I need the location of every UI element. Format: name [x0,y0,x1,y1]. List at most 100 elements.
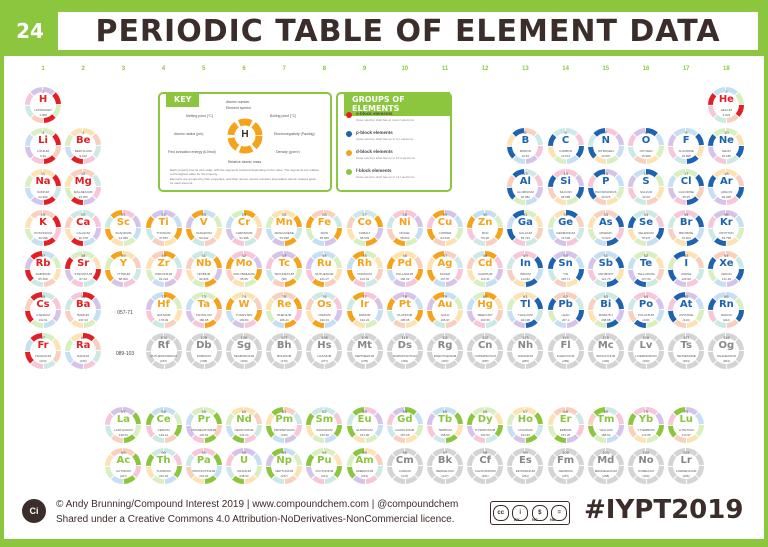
element-tile[interactable]: 60 Nd NEODYMIUM 144.24 [225,406,263,444]
element-tile[interactable]: 62 Sm SAMARIUM 150.36 [305,406,343,444]
element-tile[interactable]: 15 P PHOSPHORUS 30.974 [587,168,625,206]
element-tile[interactable]: 69 Tm THULIUM 168.93 [587,406,625,444]
element-tile[interactable]: 101 Md MENDELEVIUM (258) [587,447,625,485]
element-tile[interactable]: 89 Ac ACTINIUM (227) [104,447,142,485]
element-tile[interactable]: 73 Ta TANTALUM 180.95 [185,291,223,329]
element-tile[interactable]: 13 Al ALUMINIUM 26.982 [506,168,544,206]
element-tile[interactable]: 11 Na SODIUM 22.990 [24,168,62,206]
element-tile[interactable]: 74 W TUNGSTEN 183.84 [225,291,263,329]
element-tile[interactable]: 64 Gd GADOLINIUM 157.25 [386,406,424,444]
element-tile[interactable]: 88 Ra RADIUM (226) [64,332,102,370]
element-tile[interactable]: 35 Br BROMINE 79.904 [667,209,705,247]
element-tile[interactable]: 96 Cm CURIUM (247) [386,447,424,485]
element-tile[interactable]: 6 C CARBON 12.011 [547,127,585,165]
element-tile[interactable]: 7 N NITROGEN 14.007 [587,127,625,165]
element-tile[interactable]: 85 At ASTATINE (210) [667,291,705,329]
element-tile[interactable]: 34 Se SELENIUM 78.971 [627,209,665,247]
element-tile[interactable]: 51 Sb ANTIMONY 121.76 [587,250,625,288]
element-tile[interactable]: 55 Cs CAESIUM 132.91 [24,291,62,329]
element-tile[interactable]: 77 Ir IRIDIUM 192.22 [346,291,384,329]
element-tile[interactable]: 2 He HELIUM 4.003 [707,86,745,124]
element-tile[interactable]: 65 Tb TERBIUM 158.93 [426,406,464,444]
element-tile[interactable]: 76 Os OSMIUM 190.23 [305,291,343,329]
element-tile[interactable]: 97 Bk BERKELIUM (247) [426,447,464,485]
element-tile[interactable]: 82 Pb LEAD 207.2 [547,291,585,329]
element-tile[interactable]: 113 Nh NIHONIUM (286) [506,332,544,370]
element-tile[interactable]: 91 Pa PROTACTINIUM 231.04 [185,447,223,485]
element-tile[interactable]: 80 Hg MERCURY 200.59 [466,291,504,329]
element-tile[interactable]: 46 Pd PALLADIUM 106.42 [386,250,424,288]
element-tile[interactable]: 68 Er ERBIUM 167.26 [547,406,585,444]
element-tile[interactable]: 107 Bh BOHRIUM (270) [265,332,303,370]
element-tile[interactable]: 45 Rh RHODIUM 102.91 [346,250,384,288]
element-tile[interactable]: 8 O OXYGEN 15.999 [627,127,665,165]
element-tile[interactable]: 87 Fr FRANCIUM (223) [24,332,62,370]
element-tile[interactable]: 67 Ho HOLMIUM 164.93 [506,406,544,444]
element-tile[interactable]: 12 Mg MAGNESIUM 24.305 [64,168,102,206]
element-tile[interactable]: 63 Eu EUROPIUM 151.96 [346,406,384,444]
element-tile[interactable]: 106 Sg SEABORGIUM (269) [225,332,263,370]
element-tile[interactable]: 118 Og OGANESSON (294) [707,332,745,370]
element-tile[interactable]: 29 Cu COPPER 63.546 [426,209,464,247]
element-tile[interactable]: 84 Po POLONIUM (209) [627,291,665,329]
element-tile[interactable]: 26 Fe IRON 55.845 [305,209,343,247]
element-tile[interactable]: 59 Pr PRASEODYMIUM 140.91 [185,406,223,444]
element-tile[interactable]: 49 In INDIUM 114.82 [506,250,544,288]
element-tile[interactable]: 22 Ti TITANIUM 47.867 [145,209,183,247]
element-tile[interactable]: 54 Xe XENON 131.29 [707,250,745,288]
element-tile[interactable]: 66 Dy DYSPROSIUM 162.50 [466,406,504,444]
element-tile[interactable]: 117 Ts TENNESSINE (294) [667,332,705,370]
element-tile[interactable]: 57 La LANTHANUM 138.91 [104,406,142,444]
element-tile[interactable]: 53 I IODINE 126.90 [667,250,705,288]
element-tile[interactable]: 17 Cl CHLORINE 35.45 [667,168,705,206]
element-tile[interactable]: 9 F FLUORINE 18.998 [667,127,705,165]
element-tile[interactable]: 39 Y YTTRIUM 88.906 [104,250,142,288]
element-tile[interactable]: 110 Ds DARMSTADTIUM (281) [386,332,424,370]
element-tile[interactable]: 105 Db DUBNIUM (268) [185,332,223,370]
element-tile[interactable]: 23 V VANADIUM 50.942 [185,209,223,247]
element-tile[interactable]: 100 Fm FERMIUM (257) [547,447,585,485]
element-tile[interactable]: 47 Ag SILVER 107.87 [426,250,464,288]
element-tile[interactable]: 33 As ARSENIC 74.922 [587,209,625,247]
element-tile[interactable]: 4 Be BERYLLIUM 9.012 [64,127,102,165]
element-tile[interactable]: 92 U URANIUM 238.03 [225,447,263,485]
element-tile[interactable]: 28 Ni NICKEL 58.693 [386,209,424,247]
element-tile[interactable]: 38 Sr STRONTIUM 87.62 [64,250,102,288]
element-tile[interactable]: 78 Pt PLATINUM 195.08 [386,291,424,329]
element-tile[interactable]: 61 Pm PROMETHIUM (145) [265,406,303,444]
element-tile[interactable]: 98 Cf CALIFORNIUM (251) [466,447,504,485]
element-tile[interactable]: 95 Am AMERICIUM (243) [346,447,384,485]
element-tile[interactable]: 50 Sn TIN 118.71 [547,250,585,288]
element-tile[interactable]: 1 H HYDROGEN 1.008 [24,86,62,124]
element-tile[interactable]: 41 Nb NIOBIUM 92.906 [185,250,223,288]
element-tile[interactable]: 3 Li LITHIUM 6.94 [24,127,62,165]
element-tile[interactable]: 99 Es EINSTEINIUM (252) [506,447,544,485]
element-tile[interactable]: 83 Bi BISMUTH 208.98 [587,291,625,329]
element-tile[interactable]: 102 No NOBELIUM (259) [627,447,665,485]
element-tile[interactable]: 71 Lu LUTETIUM 174.97 [667,406,705,444]
element-tile[interactable]: 10 Ne NEON 20.180 [707,127,745,165]
element-tile[interactable]: 52 Te TELLURIUM 127.60 [627,250,665,288]
element-tile[interactable]: 43 Tc TECHNETIUM (98) [265,250,303,288]
element-tile[interactable]: 31 Ga GALLIUM 69.723 [506,209,544,247]
element-tile[interactable]: 112 Cn COPERNICIUM (285) [466,332,504,370]
element-tile[interactable]: 116 Lv LIVERMORIUM (293) [627,332,665,370]
element-tile[interactable]: 94 Pu PLUTONIUM (244) [305,447,343,485]
element-tile[interactable]: 19 K POTASSIUM 39.098 [24,209,62,247]
element-tile[interactable]: 21 Sc SCANDIUM 44.956 [104,209,142,247]
element-tile[interactable]: 70 Yb YTTERBIUM 173.05 [627,406,665,444]
element-tile[interactable]: 93 Np NEPTUNIUM (237) [265,447,303,485]
element-tile[interactable]: 16 S SULFUR 32.06 [627,168,665,206]
element-tile[interactable]: 48 Cd CADMIUM 112.41 [466,250,504,288]
element-tile[interactable]: 18 Ar ARGON 39.948 [707,168,745,206]
element-tile[interactable]: 30 Zn ZINC 65.38 [466,209,504,247]
element-tile[interactable]: 27 Co COBALT 58.933 [346,209,384,247]
element-tile[interactable]: 111 Rg ROENTGENIUM (282) [426,332,464,370]
element-tile[interactable]: 75 Re RHENIUM 186.21 [265,291,303,329]
element-tile[interactable]: 36 Kr KRYPTON 83.798 [707,209,745,247]
element-tile[interactable]: 115 Mc MOSCOVIUM (290) [587,332,625,370]
element-tile[interactable]: 14 Si SILICON 28.085 [547,168,585,206]
element-tile[interactable]: 90 Th THORIUM 232.04 [145,447,183,485]
element-tile[interactable]: 25 Mn MANGANESE 54.938 [265,209,303,247]
element-tile[interactable]: 42 Mo MOLYBDENUM 95.95 [225,250,263,288]
